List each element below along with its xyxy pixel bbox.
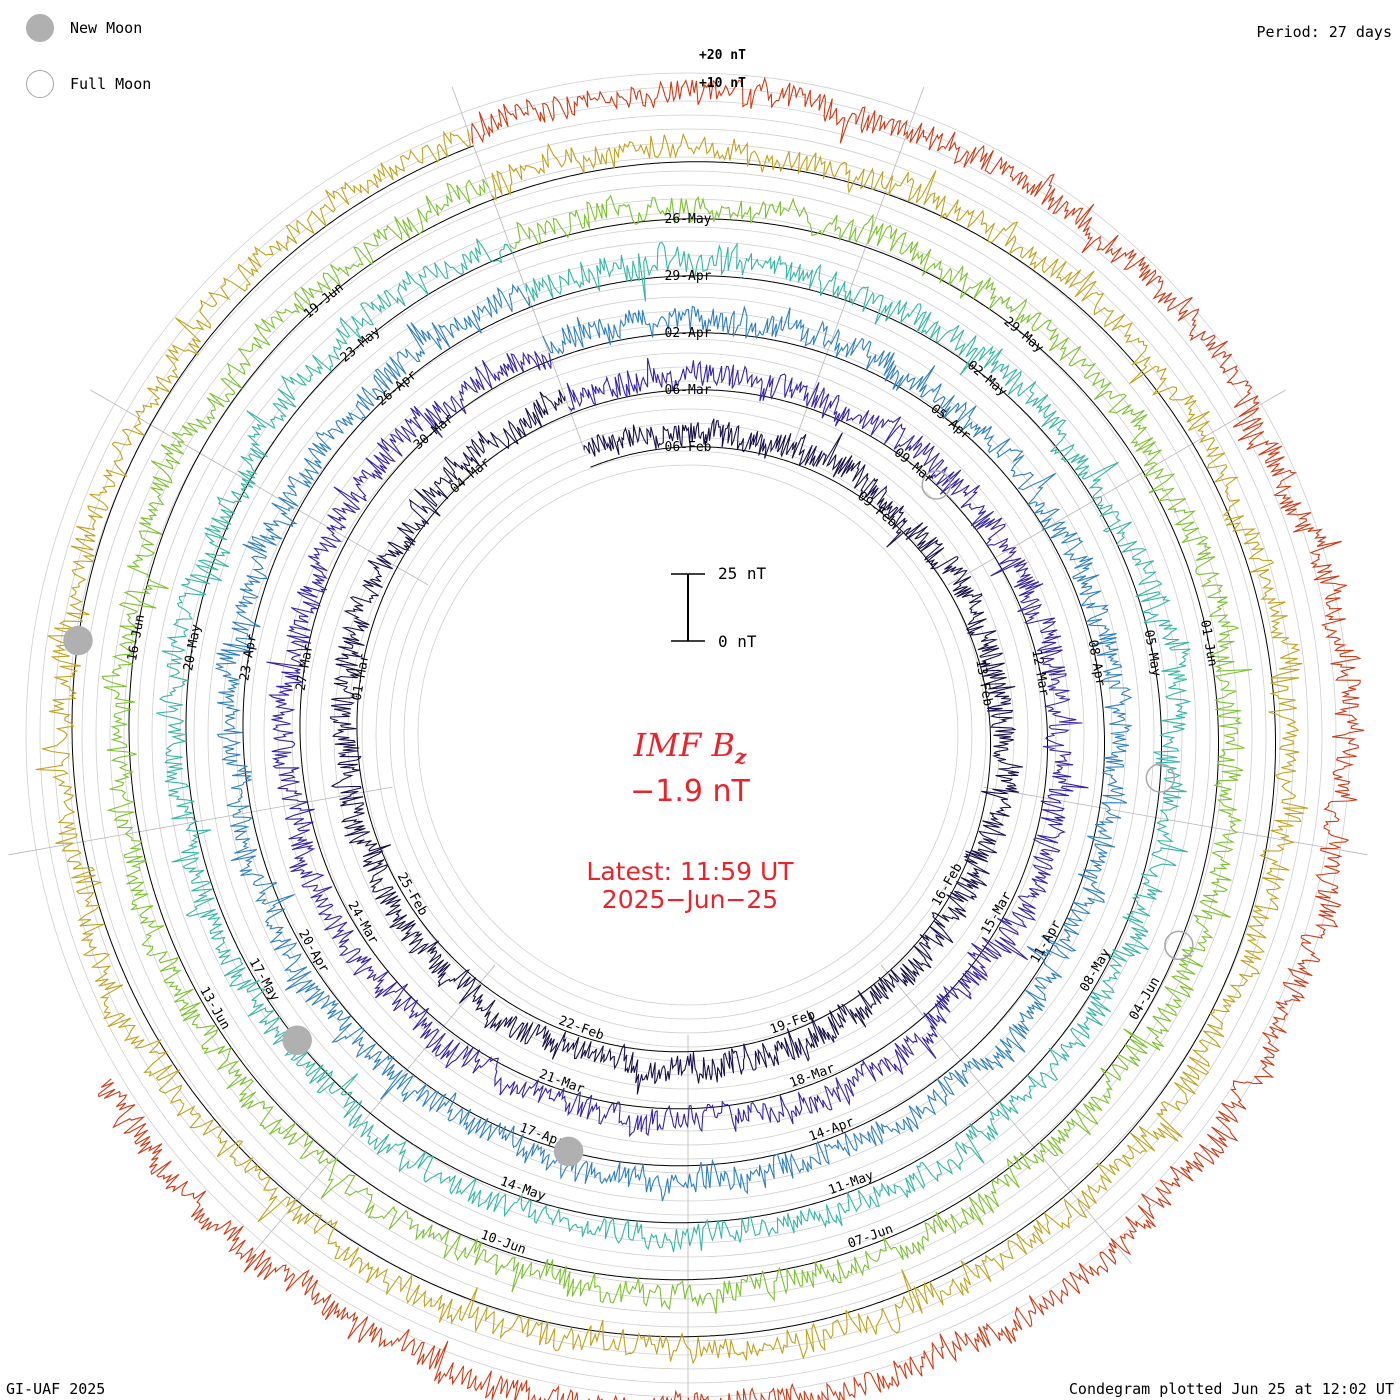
grid-ring: [417, 464, 959, 1006]
date-label: 06-Mar: [665, 383, 712, 398]
new-moon-marker: [553, 1136, 584, 1167]
plus20-label: +20 nT: [699, 48, 746, 63]
plus10-label: +10 nT: [699, 76, 746, 91]
scale-bottom-label: 0 nT: [718, 632, 757, 651]
trace-rotation-7: [97, 76, 1365, 1400]
latest-time: Latest: 11:59 UT: [586, 857, 794, 886]
trace-rotation-3: [214, 283, 1133, 1202]
trace-rotation-6: [35, 129, 1309, 1365]
data-traces: [35, 76, 1365, 1400]
new-moon-label: New Moon: [70, 19, 143, 37]
baseline-rotation-3: [242, 306, 1105, 1167]
date-label: 02-Apr: [665, 326, 712, 341]
plotted-time-label: Condegram plotted Jun 25 at 12:02 UT: [1068, 1380, 1394, 1398]
trace-rotation-5: [101, 178, 1253, 1314]
baseline-rotation-2: [299, 359, 1048, 1110]
new-moon-marker: [282, 1025, 312, 1056]
new-moon-icon: [26, 14, 54, 42]
center-title-main: IMF B: [633, 726, 735, 764]
legend-full-moon: Full Moon: [26, 68, 151, 100]
baseline-rotation-5: [128, 198, 1219, 1281]
date-label: 08-Apr: [1085, 639, 1108, 688]
radial-line: [90, 389, 429, 586]
full-moon-marker: [1164, 930, 1194, 961]
radial-line: [880, 964, 1132, 1264]
baseline-rotation-1: [356, 413, 992, 1053]
legend-new-moon: New Moon: [26, 12, 142, 44]
period-label: Period: 27 days: [1256, 23, 1392, 41]
date-label: 29-Apr: [665, 269, 712, 284]
date-label: 24-Mar: [344, 899, 381, 947]
date-label: 23-May: [338, 324, 384, 366]
radial-line: [451, 86, 586, 454]
date-label: 01-Jun: [1197, 619, 1220, 668]
date-label: 08-May: [1077, 946, 1114, 994]
date-label: 06-Feb: [665, 440, 712, 455]
date-label: 01-Mar: [350, 653, 373, 702]
radial-line: [790, 86, 925, 454]
trace-rotation-2: [266, 351, 1089, 1138]
baseline-rotation-4: [185, 252, 1162, 1224]
center-latest: Latest: 11:59 UT 2025−Jun−25: [540, 858, 840, 914]
date-label: 26-May: [665, 212, 712, 227]
center-title-sub: z: [734, 744, 747, 769]
date-label: 05-May: [1141, 629, 1164, 678]
date-label: 30-Mar: [411, 411, 457, 453]
full-moon-marker: [921, 470, 951, 500]
credit-label: GI-UAF 2025: [6, 1380, 106, 1398]
scale-bar: [671, 573, 705, 642]
trace-rotation-4: [156, 238, 1192, 1253]
scale-top-label: 25 nT: [718, 564, 767, 583]
date-label: 11-May: [826, 1168, 875, 1198]
center-title: IMF Bz: [590, 726, 790, 768]
date-label: 18-Mar: [788, 1061, 837, 1091]
grid-ring: [403, 450, 973, 1020]
latest-date: 2025−Jun−25: [601, 885, 779, 914]
date-label: 20-May: [181, 623, 204, 672]
center-value: −1.9 nT: [630, 774, 750, 809]
radial-gridlines: [8, 86, 1368, 1400]
trace-rotation-1: [329, 389, 1024, 1095]
full-moon-marker: [1145, 763, 1176, 793]
date-label: 11-Apr: [1028, 918, 1065, 966]
radial-line: [983, 786, 1368, 856]
moon-markers: [63, 470, 1194, 1167]
new-moon-marker: [63, 625, 93, 656]
radial-line: [947, 389, 1286, 586]
radial-line: [244, 964, 496, 1264]
full-moon-label: Full Moon: [70, 75, 152, 93]
grid-ring: [389, 436, 987, 1034]
full-moon-icon: [26, 70, 54, 98]
